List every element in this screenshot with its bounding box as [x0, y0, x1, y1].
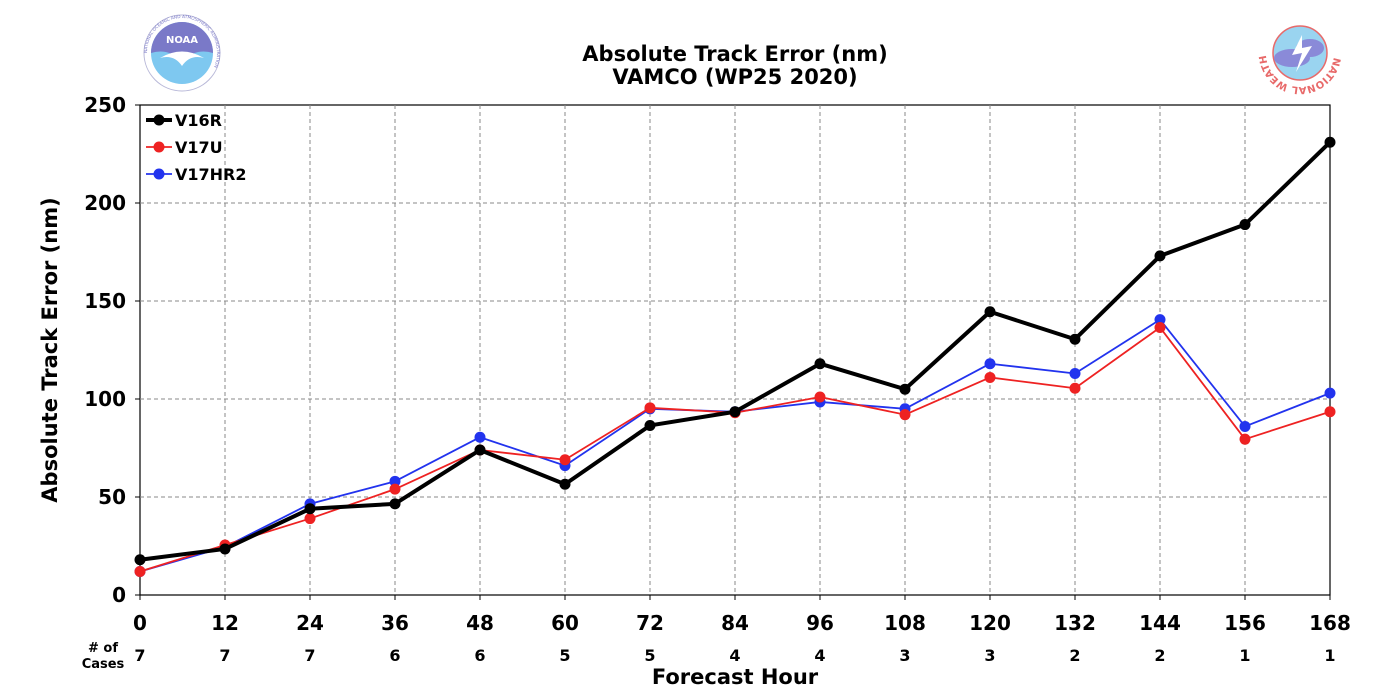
case-count: 2: [1154, 646, 1165, 665]
data-point-v17u: [389, 483, 401, 495]
data-point-v16r: [559, 478, 571, 490]
data-point-v17hr2: [474, 431, 486, 443]
data-point-v16r: [899, 383, 911, 395]
data-point-v16r: [1069, 333, 1081, 345]
x-tick-label: 96: [806, 611, 834, 635]
x-tick-label: 12: [211, 611, 239, 635]
noaa-logo-text: NOAA: [166, 35, 198, 46]
data-point-v17hr2: [1324, 387, 1336, 399]
data-point-v17u: [134, 565, 146, 577]
x-tick-label: 24: [296, 611, 324, 635]
data-point-v16r: [1154, 250, 1166, 262]
data-point-v17hr2: [1239, 420, 1251, 432]
chart-title: Absolute Track Error (nm): [582, 42, 887, 66]
data-point-v16r: [389, 498, 401, 510]
noaa-logo: NOAA NATIONAL OCEANIC AND ATMOSPHERIC AD…: [143, 14, 221, 92]
case-count: 3: [984, 646, 995, 665]
case-count: 5: [559, 646, 570, 665]
legend-marker-v17u: [153, 141, 165, 153]
y-tick-label: 0: [112, 583, 126, 607]
data-point-v16r: [219, 543, 231, 555]
data-point-v17hr2: [984, 358, 996, 370]
case-count: 6: [389, 646, 400, 665]
data-point-v16r: [814, 358, 826, 370]
data-point-v16r: [984, 306, 996, 318]
y-tick-label: 200: [84, 191, 126, 215]
data-point-v16r: [1324, 136, 1336, 148]
x-tick-label: 36: [381, 611, 409, 635]
data-point-v17u: [814, 391, 826, 403]
data-point-v17u: [1324, 406, 1336, 418]
case-count: 5: [644, 646, 655, 665]
case-count: 1: [1239, 646, 1250, 665]
legend-label-v16r: V16R: [175, 111, 222, 130]
x-tick-label: 120: [969, 611, 1011, 635]
data-point-v17u: [1239, 433, 1251, 445]
y-tick-label: 50: [98, 485, 126, 509]
x-tick-label: 108: [884, 611, 926, 635]
data-point-v17u: [1154, 321, 1166, 333]
data-point-v17hr2: [1069, 368, 1081, 380]
case-count: 7: [134, 646, 145, 665]
case-count: 1: [1324, 646, 1335, 665]
cases-label: # of Cases: [82, 641, 125, 672]
legend-label-v17u: V17U: [175, 138, 223, 157]
x-tick-label: 48: [466, 611, 494, 635]
data-point-v17u: [984, 371, 996, 383]
data-point-v17u: [899, 409, 911, 421]
chart-subtitle: VAMCO (WP25 2020): [612, 65, 857, 89]
data-point-v16r: [134, 554, 146, 566]
axis-ticks: 0712724736648660572584496410831203132214…: [84, 93, 1351, 665]
data-point-v17u: [644, 402, 656, 414]
data-point-v16r: [644, 419, 656, 431]
x-tick-label: 72: [636, 611, 664, 635]
data-series: [134, 136, 1336, 577]
case-count: 4: [814, 646, 825, 665]
x-tick-label: 0: [133, 611, 147, 635]
case-count: 4: [729, 646, 740, 665]
data-point-v17u: [559, 454, 571, 466]
legend-marker-v17hr2: [153, 168, 165, 180]
data-point-v17hr2: [389, 475, 401, 487]
case-count: 6: [474, 646, 485, 665]
legend-label-v17hr2: V17HR2: [175, 165, 247, 184]
data-point-v16r: [729, 406, 741, 418]
x-tick-label: 132: [1054, 611, 1096, 635]
x-tick-label: 84: [721, 611, 749, 635]
y-tick-label: 100: [84, 387, 126, 411]
data-point-v16r: [1239, 219, 1251, 231]
x-tick-label: 144: [1139, 611, 1181, 635]
case-count: 3: [899, 646, 910, 665]
data-point-v17u: [304, 513, 316, 525]
data-point-v16r: [304, 503, 316, 515]
y-tick-label: 150: [84, 289, 126, 313]
x-axis-label: Forecast Hour: [652, 665, 819, 689]
case-count: 2: [1069, 646, 1080, 665]
x-tick-label: 156: [1224, 611, 1266, 635]
x-tick-label: 168: [1309, 611, 1351, 635]
legend: V16R V17U V17HR2: [146, 111, 247, 184]
x-tick-label: 60: [551, 611, 579, 635]
data-point-v16r: [474, 444, 486, 456]
legend-marker-v16r: [153, 114, 165, 126]
y-axis-label: Absolute Track Error (nm): [38, 197, 62, 502]
data-point-v17u: [1069, 382, 1081, 394]
data-point-v17hr2: [1154, 314, 1166, 326]
y-tick-label: 250: [84, 93, 126, 117]
case-count: 7: [304, 646, 315, 665]
case-count: 7: [219, 646, 230, 665]
